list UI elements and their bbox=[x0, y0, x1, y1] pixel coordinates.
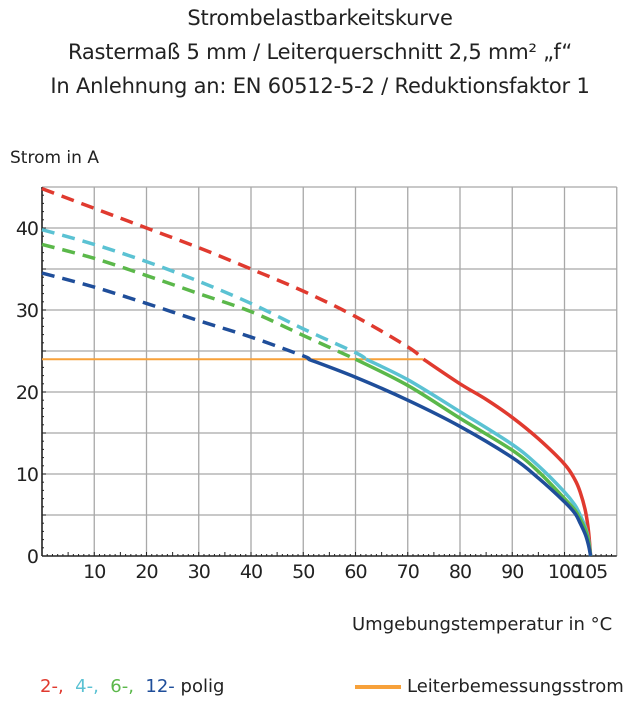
y-axis-label: Strom in A bbox=[10, 148, 99, 168]
legend-6: 6-, bbox=[110, 676, 134, 697]
legend-reference-swatch bbox=[355, 685, 401, 689]
x-tick-label: 40 bbox=[240, 561, 262, 583]
legend-reference-label: Leiterbemessungsstrom bbox=[407, 676, 624, 697]
series-12-solid bbox=[307, 357, 593, 557]
x-tick-label: 20 bbox=[135, 561, 157, 583]
x-tick-label: 80 bbox=[449, 561, 471, 583]
legend-series: 2-, 4-, 6-, 12- polig bbox=[40, 676, 224, 697]
legend-4: 4-, bbox=[75, 676, 99, 697]
y-tick-label: 20 bbox=[16, 382, 38, 404]
legend-reference: Leiterbemessungsstrom bbox=[355, 676, 624, 697]
x-tick-label: 10 bbox=[83, 561, 105, 583]
legend-suffix: polig bbox=[180, 676, 225, 697]
legend-2: 2-, bbox=[40, 676, 64, 697]
series-lines bbox=[41, 187, 593, 557]
chart-subtitle: Rastermaß 5 mm / Leiterquerschnitt 2,5 m… bbox=[67, 40, 573, 64]
chart-title: Strombelastbarkeitskurve bbox=[187, 6, 453, 30]
series-2-dashed bbox=[41, 187, 425, 361]
axes bbox=[41, 187, 617, 557]
x-tick-label: 90 bbox=[501, 561, 523, 583]
y-tick-label: 0 bbox=[27, 546, 38, 568]
legend-12: 12- bbox=[145, 676, 175, 697]
series-2-solid bbox=[422, 357, 593, 557]
y-tick-label: 40 bbox=[16, 218, 38, 240]
y-tick-label: 30 bbox=[16, 300, 38, 322]
x-tick-label: 70 bbox=[397, 561, 419, 583]
x-tick-label: 60 bbox=[344, 561, 366, 583]
series-12-dashed bbox=[41, 271, 311, 361]
series-6-solid bbox=[354, 357, 593, 557]
series-4-dashed bbox=[41, 227, 367, 361]
y-tick-label: 10 bbox=[16, 464, 38, 486]
x-tick-label: 105 bbox=[574, 561, 607, 583]
x-tick-label: 30 bbox=[188, 561, 210, 583]
x-tick-label: 50 bbox=[292, 561, 314, 583]
grid bbox=[42, 186, 618, 556]
series-6-dashed bbox=[41, 242, 357, 361]
chart-subtitle-2: In Anlehnung an: EN 60512-5-2 / Reduktio… bbox=[50, 74, 590, 98]
x-tick-label: 100 bbox=[548, 561, 581, 583]
x-axis-label: Umgebungstemperatur in °C bbox=[352, 614, 613, 635]
